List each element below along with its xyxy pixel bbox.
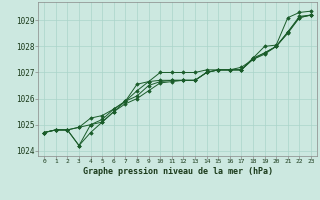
X-axis label: Graphe pression niveau de la mer (hPa): Graphe pression niveau de la mer (hPa) — [83, 167, 273, 176]
